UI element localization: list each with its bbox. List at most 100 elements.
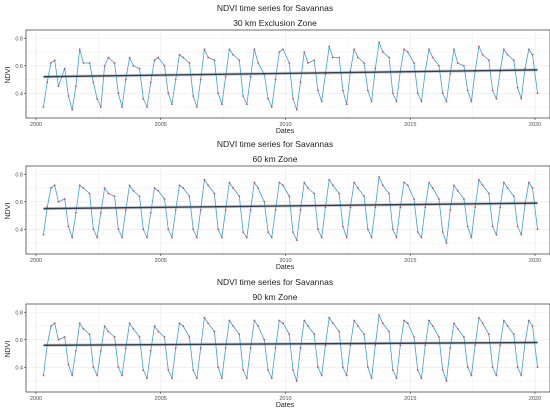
data-point [477, 178, 480, 181]
data-point [224, 75, 227, 78]
data-point [428, 319, 430, 322]
data-point [232, 187, 235, 189]
data-point [292, 97, 294, 100]
data-point [245, 236, 248, 239]
data-point [207, 184, 210, 187]
data-point [506, 325, 509, 327]
data-point [174, 347, 177, 349]
data-point [257, 62, 259, 64]
chart-title: NDVI time series for Savannas [217, 139, 333, 149]
data-point [82, 187, 85, 189]
data-point [363, 62, 365, 64]
data-point [292, 369, 294, 371]
data-point [199, 347, 202, 349]
data-point [124, 78, 127, 81]
data-point [88, 62, 91, 64]
data-point [406, 322, 409, 325]
data-point [249, 75, 252, 78]
data-point [474, 344, 477, 347]
data-point [71, 236, 74, 239]
data-point [495, 374, 498, 377]
data-point [524, 67, 526, 70]
data-point [512, 333, 515, 336]
data-point [391, 228, 394, 231]
data-point [163, 336, 166, 338]
data-point [171, 236, 173, 239]
x-tick-label: 2020 [529, 396, 541, 402]
data-point [470, 100, 473, 103]
x-axis-title: Dates [276, 128, 295, 135]
data-point [53, 184, 56, 187]
y-axis-title: NDVI [5, 203, 12, 220]
data-point [103, 325, 106, 327]
data-point [363, 333, 365, 336]
chart-panel-90km: NDVI time series for Savannas 90 km Zone… [5, 277, 550, 409]
chart-title: NDVI time series for Savannas [217, 3, 333, 13]
data-point [274, 347, 277, 349]
data-point [438, 64, 440, 67]
data-point [224, 347, 227, 349]
data-point [403, 48, 405, 51]
data-point [524, 203, 526, 206]
data-point [50, 62, 52, 64]
data-point [146, 377, 148, 380]
data-point [328, 316, 331, 319]
data-point [342, 225, 344, 228]
data-point [174, 78, 177, 81]
data-point [374, 67, 377, 70]
data-point [124, 209, 127, 211]
data-point [67, 225, 70, 228]
chart-subtitle: 90 km Zone [253, 292, 298, 302]
data-point [242, 95, 244, 97]
trend-line [43, 69, 538, 78]
data-point [502, 319, 505, 322]
y-tick-label: 0.8 [15, 36, 23, 42]
ndvi-series-line [43, 41, 538, 111]
ndvi-points [42, 314, 539, 382]
data-point [278, 51, 281, 53]
data-point [378, 41, 380, 44]
data-point [138, 195, 141, 198]
data-point [403, 181, 405, 184]
data-point [149, 349, 152, 352]
data-point [536, 228, 539, 231]
data-point [332, 322, 334, 325]
data-point [253, 48, 256, 51]
data-point [267, 231, 269, 233]
data-point [57, 338, 60, 341]
x-tick-label: 2010 [279, 396, 291, 402]
data-point [466, 89, 469, 92]
data-point [182, 187, 185, 189]
data-point [353, 48, 356, 51]
data-point [491, 225, 494, 228]
x-tick-label: 2000 [30, 122, 42, 128]
data-point [395, 236, 398, 239]
x-tick-label: 2015 [404, 122, 416, 128]
data-point [71, 108, 74, 111]
data-point [431, 56, 434, 59]
data-point [203, 178, 206, 181]
data-point [307, 325, 309, 327]
data-point [445, 100, 448, 103]
x-axis-title: Dates [276, 264, 295, 271]
data-point [121, 236, 123, 239]
data-point [113, 62, 116, 64]
data-point [282, 322, 284, 325]
data-point [370, 377, 373, 380]
data-point [313, 59, 316, 62]
data-point [338, 330, 341, 333]
data-point [138, 67, 141, 70]
data-point [416, 369, 419, 371]
x-tick-label: 2005 [155, 258, 167, 264]
data-point [487, 333, 490, 336]
data-point [374, 206, 377, 209]
data-point [99, 106, 102, 108]
data-point [536, 92, 539, 95]
data-point [512, 59, 515, 62]
data-point [536, 366, 539, 369]
data-point [153, 325, 156, 327]
data-point [495, 97, 498, 100]
data-point [307, 62, 309, 64]
data-point [424, 206, 427, 209]
data-point [431, 187, 434, 189]
